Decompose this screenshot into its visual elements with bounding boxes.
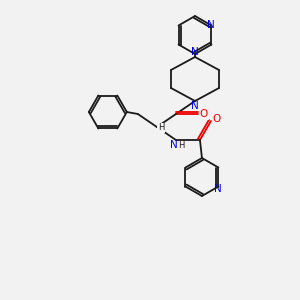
Text: N: N <box>207 20 214 29</box>
Text: H: H <box>178 140 184 149</box>
Text: O: O <box>213 114 221 124</box>
Text: N: N <box>191 47 199 57</box>
Text: H: H <box>158 124 164 133</box>
Text: N: N <box>170 140 178 150</box>
Text: O: O <box>200 109 208 119</box>
Text: N: N <box>214 184 221 194</box>
Text: N: N <box>191 101 199 111</box>
